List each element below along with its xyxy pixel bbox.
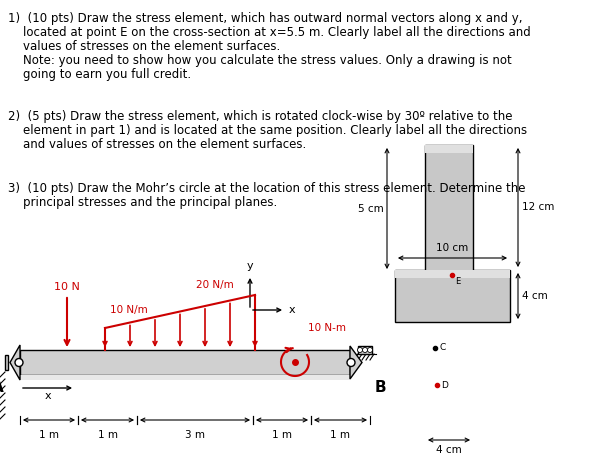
Text: C: C — [439, 344, 445, 352]
Bar — [425, 145, 473, 272]
Circle shape — [362, 348, 368, 352]
Text: 20 N/m: 20 N/m — [196, 280, 234, 290]
Text: 4 cm: 4 cm — [436, 445, 462, 455]
Text: 1 m: 1 m — [98, 430, 117, 440]
Text: Note: you need to show how you calculate the stress values. Only a drawing is no: Note: you need to show how you calculate… — [8, 54, 512, 67]
Text: 3)  (10 pts) Draw the Mohr’s circle at the location of this stress element. Dete: 3) (10 pts) Draw the Mohr’s circle at th… — [8, 182, 525, 195]
Text: x: x — [289, 305, 296, 315]
Text: going to earn you full credit.: going to earn you full credit. — [8, 68, 191, 81]
Text: 10 N: 10 N — [54, 282, 80, 292]
Bar — [395, 270, 510, 322]
Text: 1)  (10 pts) Draw the stress element, which has outward normal vectors along x a: 1) (10 pts) Draw the stress element, whi… — [8, 12, 522, 25]
Polygon shape — [350, 346, 362, 379]
Text: 10 cm: 10 cm — [436, 243, 469, 253]
Text: 10 N-m: 10 N-m — [308, 323, 346, 333]
Text: D: D — [441, 380, 448, 389]
Text: y: y — [247, 261, 253, 271]
Text: element in part 1) and is located at the same position. Clearly label all the di: element in part 1) and is located at the… — [8, 124, 527, 137]
Text: values of stresses on the element surfaces.: values of stresses on the element surfac… — [8, 40, 280, 53]
Text: E: E — [455, 277, 460, 286]
Bar — [395, 270, 510, 278]
Text: 4 cm: 4 cm — [522, 291, 548, 301]
Text: 3 m: 3 m — [185, 430, 205, 440]
Text: 1 m: 1 m — [330, 430, 350, 440]
Text: 2)  (5 pts) Draw the stress element, which is rotated clock-wise by 30º relative: 2) (5 pts) Draw the stress element, whic… — [8, 110, 512, 123]
Text: 5 cm: 5 cm — [358, 204, 384, 213]
Bar — [5, 355, 8, 370]
Text: principal stresses and the principal planes.: principal stresses and the principal pla… — [8, 196, 277, 209]
Bar — [358, 346, 372, 354]
Text: 1 m: 1 m — [272, 430, 292, 440]
Bar — [20, 350, 350, 375]
Bar — [20, 375, 350, 380]
Text: B: B — [375, 380, 386, 395]
Text: A: A — [0, 380, 4, 395]
Text: x: x — [44, 391, 51, 401]
Text: located at point E on the cross-section at x=5.5 m. Clearly label all the direct: located at point E on the cross-section … — [8, 26, 531, 39]
Polygon shape — [10, 345, 20, 380]
Circle shape — [347, 358, 355, 366]
Circle shape — [15, 358, 23, 366]
Text: 12 cm: 12 cm — [522, 203, 554, 212]
Bar — [425, 145, 473, 153]
Circle shape — [358, 348, 362, 352]
Text: 10 N/m: 10 N/m — [110, 305, 148, 315]
Circle shape — [368, 348, 372, 352]
Text: and values of stresses on the element surfaces.: and values of stresses on the element su… — [8, 138, 306, 151]
Text: 1 m: 1 m — [39, 430, 59, 440]
